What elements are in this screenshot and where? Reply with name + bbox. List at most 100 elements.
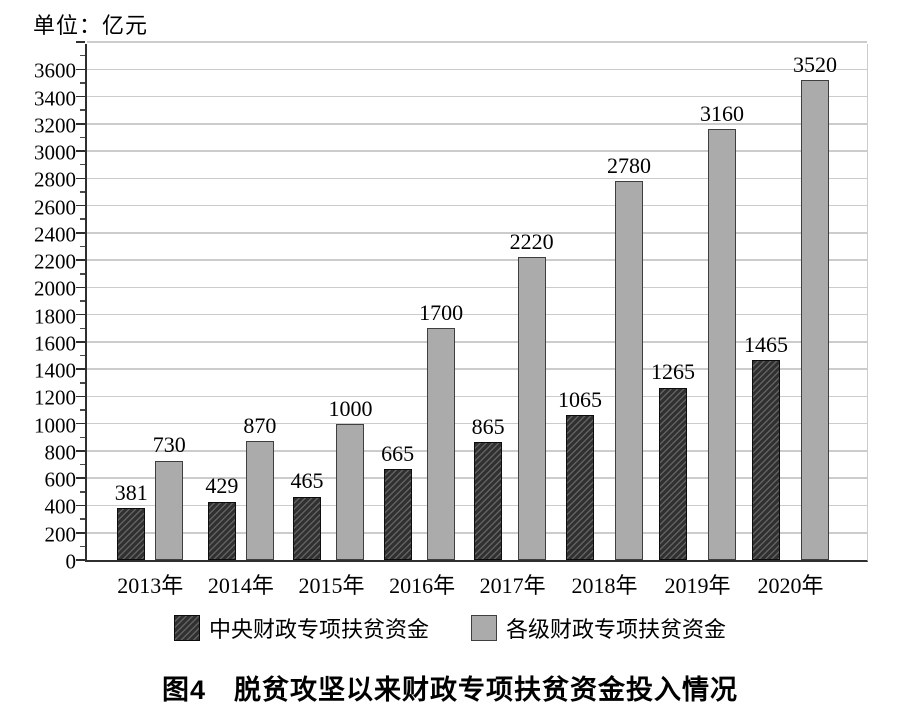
gridline	[87, 232, 867, 234]
y-tick-major	[76, 532, 85, 534]
bar-value-label: 1065	[557, 386, 602, 412]
figure-caption: 图4 脱贫攻坚以来财政专项扶贫资金投入情况	[161, 675, 738, 705]
gridline	[87, 313, 867, 316]
bar-value-label: 465	[290, 468, 324, 494]
bar-wrap: 381	[114, 479, 148, 560]
x-axis-label: 2016年	[389, 573, 456, 598]
bar-group: 381 730 2013年	[105, 432, 196, 598]
bar-wrap: 1065	[557, 386, 602, 560]
y-tick-major	[76, 286, 85, 289]
y-tick-minor	[80, 218, 85, 220]
bar-value-label: 730	[152, 432, 186, 458]
y-axis-tick-label: 600	[44, 467, 77, 492]
bar-value-label: 1465	[743, 332, 788, 358]
bar-wrap: 865	[471, 413, 505, 560]
gridline	[87, 422, 867, 425]
x-axis-label: 2014年	[207, 573, 274, 598]
legend-label-all-levels-funds: 各级财政专项扶贫资金	[506, 617, 727, 642]
y-tick-major	[76, 259, 85, 261]
gridline	[87, 286, 867, 289]
y-tick-major	[76, 95, 85, 98]
y-tick-minor	[80, 491, 85, 493]
bar-groups: 381 730 2013年 429 870 2014年 465 1000 2015年 665 170…	[87, 44, 867, 598]
bar-value-label: 2220	[509, 229, 554, 255]
legend-label-central-funds: 中央财政专项扶贫资金	[208, 617, 429, 642]
bar-value-label: 870	[243, 413, 277, 439]
bar-value-label: 665	[381, 441, 415, 467]
y-tick-major	[76, 477, 85, 479]
y-axis-labels: 0 200 400 600 800 1000 1200 1400 1600 1800 2000 220…	[0, 44, 77, 574]
x-axis-label: 2013年	[117, 573, 184, 598]
y-tick-major	[76, 422, 85, 425]
y-tick-minor	[80, 163, 85, 166]
bar-value-label: 3160	[699, 101, 744, 127]
y-axis-tick-label: 1800	[34, 304, 76, 329]
y-tick-minor	[80, 245, 85, 248]
bar-group: 429 870 2014年	[196, 413, 287, 598]
y-axis-tick-label: 400	[44, 494, 77, 519]
y-tick-major	[76, 150, 85, 152]
bar-wrap: 1700	[419, 300, 463, 560]
gridline	[87, 204, 867, 207]
y-tick-minor	[80, 518, 85, 520]
bar-wrap: 1000	[328, 395, 373, 560]
y-tick-minor	[80, 409, 85, 411]
plot-area: 381 730 2013年 429 870 2014年 465 1000 2015年 665 170…	[76, 41, 868, 598]
bar-central-funds	[474, 442, 503, 560]
bar-value-label: 1000	[328, 395, 373, 421]
bar-wrap: 1465	[743, 332, 788, 560]
y-tick-minor	[80, 327, 85, 330]
y-tick-minor	[80, 354, 85, 357]
y-tick-minor	[80, 191, 85, 193]
gridline	[87, 368, 867, 370]
y-axis-tick-label: 3000	[34, 140, 76, 165]
bar-central-funds	[207, 501, 236, 560]
bar-value-label: 3520	[792, 52, 837, 78]
gridline	[87, 259, 867, 261]
y-axis-tick-label: 3200	[34, 113, 76, 138]
y-tick-minor	[80, 300, 85, 302]
y-axis-tick-label: 2400	[34, 222, 76, 247]
x-axis-label: 2019年	[664, 573, 731, 598]
y-tick-major	[76, 204, 85, 207]
x-axis-label: 2020年	[757, 573, 824, 598]
y-axis-tick-label: 0	[65, 549, 77, 574]
bar-value-label: 865	[471, 413, 505, 439]
bar-group: 1065 2780 2018年	[557, 153, 651, 598]
bar-all-levels-funds	[517, 257, 546, 560]
y-tick-major	[76, 450, 85, 452]
y-tick-minor	[80, 382, 85, 384]
bar-group: 1465 3520 2020年	[743, 52, 837, 598]
y-axis-tick-label: 1400	[34, 358, 76, 383]
bar-all-levels-funds	[800, 80, 829, 560]
y-tick-minor	[80, 273, 85, 275]
bar-wrap: 465	[290, 469, 323, 560]
bar-wrap: 2780	[607, 153, 651, 560]
bar-group: 465 1000 2015年	[286, 395, 377, 598]
y-tick-major	[76, 68, 85, 71]
bar-all-levels-funds	[245, 441, 274, 560]
y-axis-tick-label: 3400	[34, 86, 76, 111]
bar-central-funds	[383, 469, 412, 560]
x-axis-label: 2017年	[479, 573, 546, 598]
y-axis-tick-label: 1200	[34, 385, 76, 410]
y-axis-tick-label: 1000	[34, 413, 76, 438]
bar-central-funds	[117, 508, 146, 560]
x-axis-label: 2015年	[298, 573, 365, 598]
y-axis-tick-label: 3600	[34, 58, 76, 83]
y-tick-minor	[80, 82, 85, 84]
y-tick-major	[76, 559, 85, 561]
gridline	[87, 68, 867, 71]
bar-wrap: 3520	[792, 52, 837, 560]
bar-wrap: 1265	[651, 360, 695, 560]
bar-value-label: 381	[114, 479, 148, 505]
gridline	[87, 341, 867, 343]
y-tick-major	[76, 232, 85, 234]
gridline	[87, 150, 867, 152]
y-axis-tick-label: 2600	[34, 195, 76, 220]
unit-label: 单位：亿元	[33, 13, 149, 38]
legend-swatch-gray-solid	[471, 615, 497, 641]
legend: 中央财政专项扶贫资金 各级财政专项扶贫资金	[0, 612, 900, 644]
y-tick-major	[76, 123, 85, 125]
